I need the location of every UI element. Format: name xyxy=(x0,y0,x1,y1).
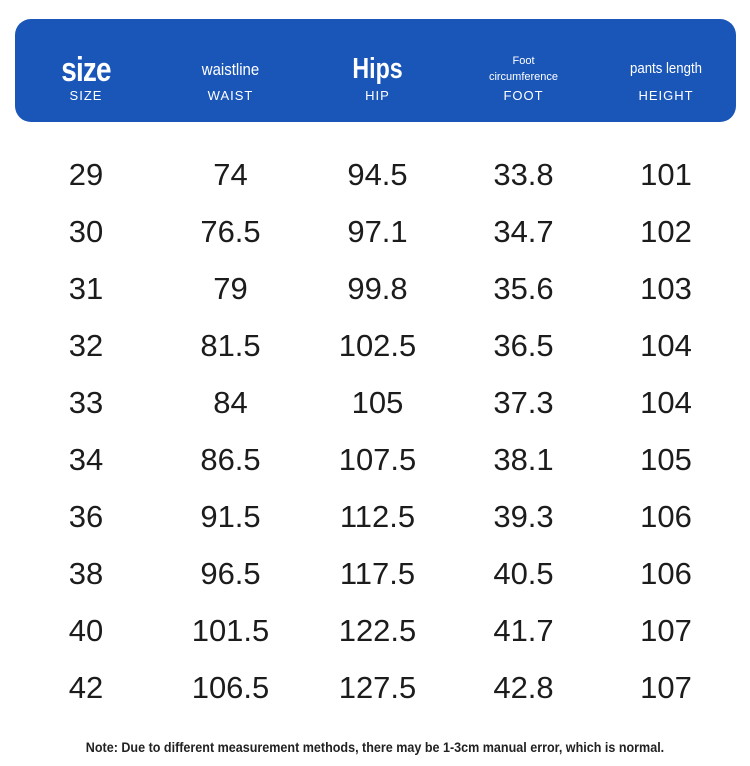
cell-hip: 97.1 xyxy=(347,213,408,249)
cell-foot: 37.3 xyxy=(493,384,554,420)
table-row: 33 84 105 37.3 104 xyxy=(15,374,736,431)
table-row: 31 79 99.8 35.6 103 xyxy=(15,260,736,317)
cell-hip: 102.5 xyxy=(338,327,417,363)
cell-waist: 101.5 xyxy=(191,612,270,648)
cell-waist: 91.5 xyxy=(200,498,261,534)
cell-height: 105 xyxy=(640,441,692,477)
header-hip-caption: HIP xyxy=(365,88,390,103)
header-hip-label: Hips xyxy=(352,53,403,85)
header-size-label: size xyxy=(61,51,111,89)
cell-height: 104 xyxy=(640,384,692,420)
cell-height: 106 xyxy=(640,498,692,534)
cell-size: 31 xyxy=(68,270,104,306)
cell-height: 107 xyxy=(640,669,692,705)
cell-size: 34 xyxy=(68,441,104,477)
cell-size: 32 xyxy=(68,327,104,363)
header-waist: waistline WAIST xyxy=(157,19,304,122)
cell-waist: 81.5 xyxy=(200,327,261,363)
table-row: 30 76.5 97.1 34.7 102 xyxy=(15,203,736,260)
cell-waist: 86.5 xyxy=(200,441,261,477)
cell-size: 36 xyxy=(68,498,104,534)
cell-hip: 105 xyxy=(351,384,404,420)
cell-height: 106 xyxy=(640,555,692,591)
cell-foot: 42.8 xyxy=(493,669,554,705)
table-row: 38 96.5 117.5 40.5 106 xyxy=(15,545,736,602)
header-height-caption: HEIGHT xyxy=(638,88,694,103)
measurement-note: Note: Due to different measurement metho… xyxy=(85,740,665,755)
cell-foot: 33.8 xyxy=(493,156,554,192)
cell-waist: 74 xyxy=(213,156,248,192)
table-row: 32 81.5 102.5 36.5 104 xyxy=(15,317,736,374)
header-waist-caption: WAIST xyxy=(207,88,254,103)
cell-foot: 35.6 xyxy=(493,270,554,306)
cell-height: 102 xyxy=(640,213,692,249)
cell-waist: 76.5 xyxy=(200,213,261,249)
cell-waist: 79 xyxy=(213,270,248,306)
cell-foot: 39.3 xyxy=(493,498,554,534)
cell-hip: 107.5 xyxy=(338,441,417,477)
cell-hip: 112.5 xyxy=(339,498,416,534)
cell-waist: 106.5 xyxy=(191,669,270,705)
table-row: 29 74 94.5 33.8 101 xyxy=(15,146,736,203)
cell-height: 103 xyxy=(640,270,692,306)
cell-hip: 94.5 xyxy=(347,156,408,192)
table-row: 36 91.5 112.5 39.3 106 xyxy=(15,488,736,545)
cell-size: 38 xyxy=(68,555,104,591)
header-size-caption: SIZE xyxy=(69,88,103,103)
table-row: 34 86.5 107.5 38.1 105 xyxy=(15,431,736,488)
header-waist-label: waistline xyxy=(201,60,260,79)
cell-foot: 36.5 xyxy=(493,327,554,363)
size-table: 29 74 94.5 33.8 101 30 76.5 97.1 34.7 10… xyxy=(15,146,736,716)
cell-size: 42 xyxy=(68,669,104,705)
table-row: 40 101.5 122.5 41.7 107 xyxy=(15,602,736,659)
cell-waist: 96.5 xyxy=(200,555,261,591)
cell-foot: 40.5 xyxy=(493,555,554,591)
cell-height: 101 xyxy=(640,156,692,192)
table-row: 42 106.5 127.5 42.8 107 xyxy=(15,659,736,716)
cell-foot: 41.7 xyxy=(493,612,554,648)
header-foot: Foot circumference FOOT xyxy=(451,19,596,122)
cell-foot: 34.7 xyxy=(493,213,554,249)
cell-hip: 122.5 xyxy=(338,612,417,648)
cell-size: 33 xyxy=(68,384,104,420)
header-foot-label: Foot circumference xyxy=(488,55,559,83)
cell-size: 40 xyxy=(68,612,104,648)
header-height: pants length HEIGHT xyxy=(596,19,736,122)
size-chart-header: size SIZE waistline WAIST Hips HIP Foot … xyxy=(15,19,736,122)
cell-hip: 127.5 xyxy=(338,669,417,705)
cell-size: 29 xyxy=(68,156,104,192)
cell-height: 104 xyxy=(640,327,692,363)
cell-size: 30 xyxy=(68,213,104,249)
cell-hip: 99.8 xyxy=(347,270,408,306)
cell-height: 107 xyxy=(640,612,692,648)
header-hip: Hips HIP xyxy=(304,19,451,122)
cell-hip: 117.5 xyxy=(339,555,416,591)
cell-foot: 38.1 xyxy=(493,441,554,477)
cell-waist: 84 xyxy=(213,384,248,420)
header-foot-caption: FOOT xyxy=(503,88,544,103)
header-height-label: pants length xyxy=(630,60,702,77)
header-size: size SIZE xyxy=(15,19,157,122)
